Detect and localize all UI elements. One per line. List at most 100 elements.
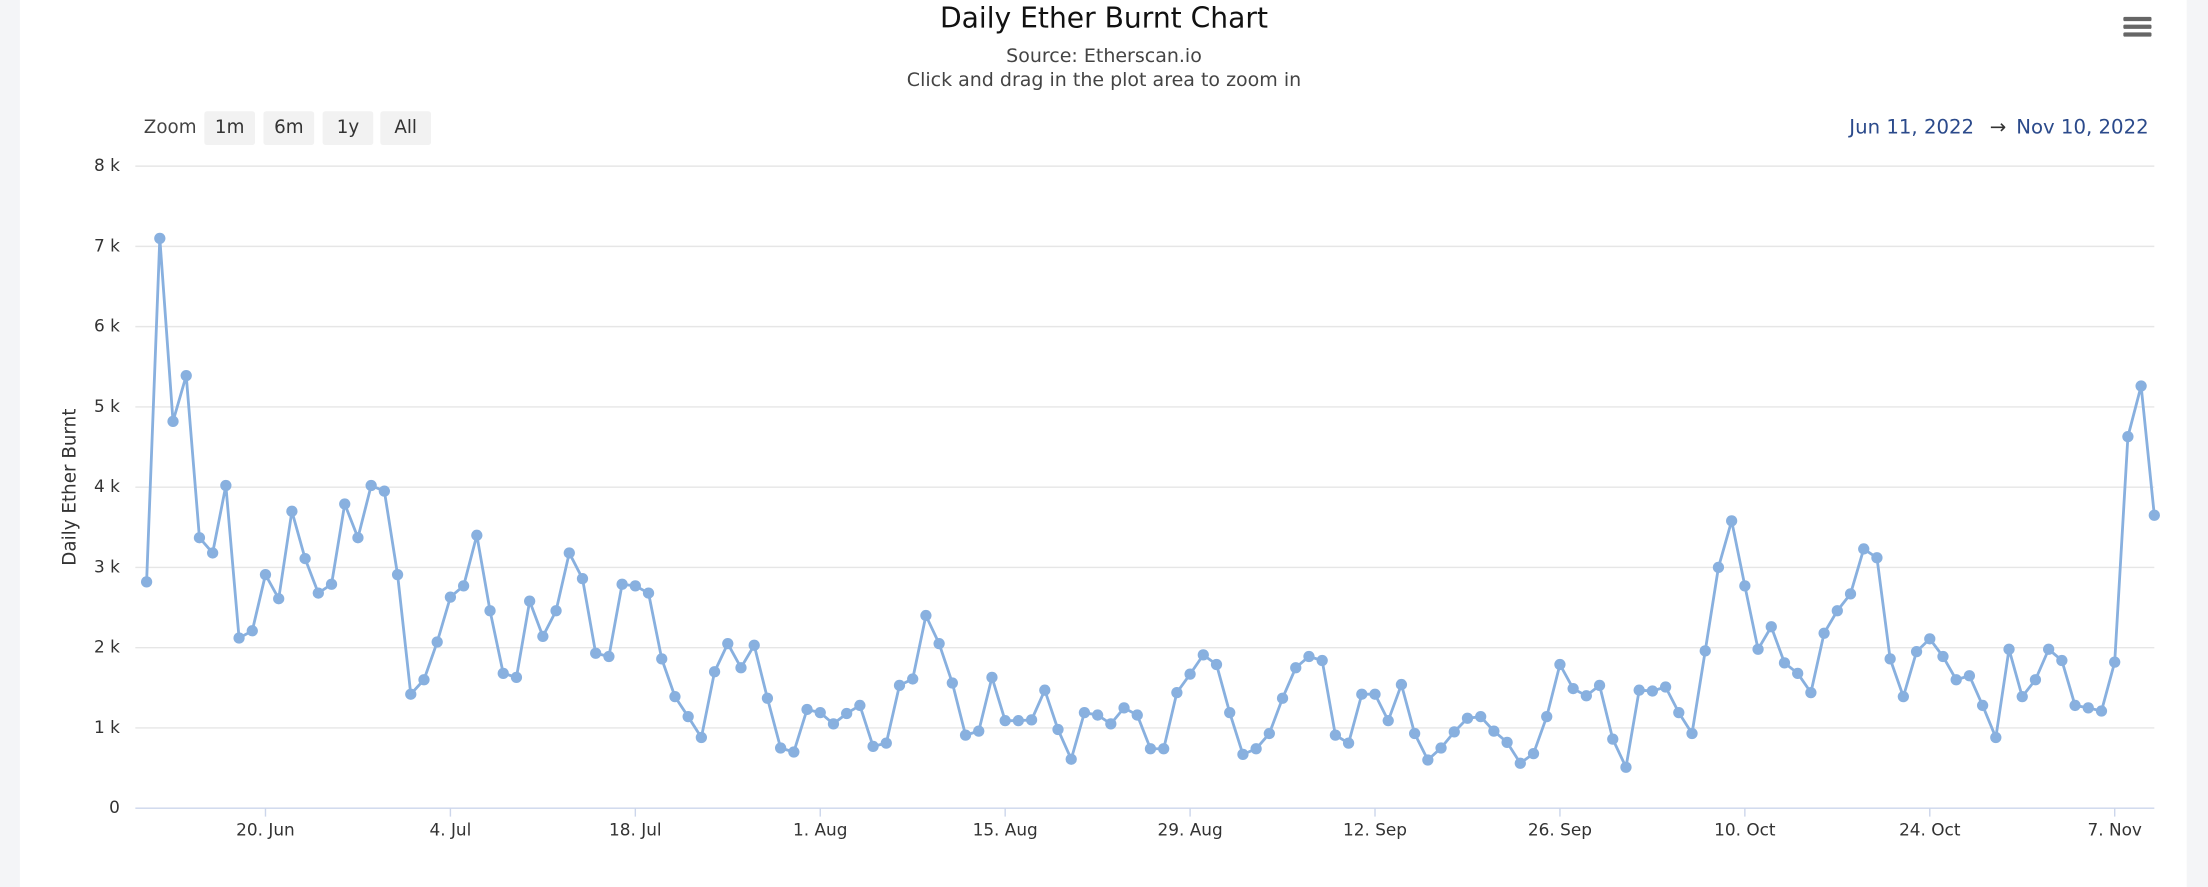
data-point bbox=[154, 232, 166, 244]
data-point bbox=[1990, 731, 2002, 744]
data-point bbox=[2003, 643, 2015, 655]
range-to: Nov 10, 2022 bbox=[2016, 116, 2148, 139]
data-point bbox=[1329, 729, 1342, 741]
zoom-button[interactable]: 1m bbox=[204, 111, 256, 146]
data-point bbox=[378, 485, 390, 497]
data-point bbox=[1778, 657, 1791, 669]
data-point bbox=[352, 532, 364, 544]
data-point bbox=[999, 715, 1011, 727]
data-point bbox=[1910, 646, 1923, 658]
data-point bbox=[1765, 621, 1777, 633]
chart-card bbox=[19, 0, 2187, 887]
data-point bbox=[444, 591, 457, 603]
data-point bbox=[180, 369, 192, 382]
data-point bbox=[1382, 715, 1394, 727]
zoom-button-label: 1y bbox=[337, 117, 360, 138]
data-point bbox=[1871, 552, 1883, 564]
range-from: Jun 11, 2022 bbox=[1847, 116, 1974, 139]
data-point bbox=[986, 671, 998, 683]
data-point bbox=[1250, 743, 1262, 755]
data-point bbox=[1976, 699, 1989, 712]
zoom-button-bg bbox=[204, 111, 256, 146]
data-point bbox=[642, 587, 655, 599]
data-point bbox=[1052, 723, 1064, 736]
menu-button[interactable] bbox=[2121, 14, 2153, 40]
data-point bbox=[682, 711, 694, 723]
data-point bbox=[550, 605, 562, 617]
data-point bbox=[1118, 702, 1130, 714]
zoom-button[interactable]: All bbox=[380, 111, 432, 146]
data-point bbox=[722, 638, 734, 650]
data-point bbox=[563, 547, 575, 559]
data-point bbox=[1739, 580, 1751, 592]
data-point bbox=[669, 690, 681, 703]
data-point bbox=[1712, 561, 1725, 574]
range-separator: → bbox=[1990, 116, 2007, 139]
data-point bbox=[695, 731, 707, 744]
data-point bbox=[537, 630, 549, 643]
data-point bbox=[761, 692, 774, 704]
data-point bbox=[1237, 748, 1249, 761]
data-point bbox=[405, 688, 417, 700]
data-point bbox=[2029, 674, 2042, 686]
data-point bbox=[1818, 627, 1830, 639]
data-point bbox=[2095, 705, 2108, 717]
x-tick-label: 29. Aug bbox=[1158, 820, 1223, 840]
data-point bbox=[1897, 690, 1909, 703]
data-point bbox=[418, 674, 430, 686]
data-point bbox=[325, 578, 338, 590]
x-tick-label: 15. Aug bbox=[973, 820, 1038, 840]
data-point bbox=[1475, 711, 1487, 723]
data-point bbox=[814, 707, 826, 719]
data-point bbox=[748, 639, 760, 651]
y-tick-label: 3 k bbox=[94, 556, 120, 576]
x-tick-label: 26. Sep bbox=[1528, 820, 1592, 840]
data-point bbox=[880, 737, 892, 749]
data-point bbox=[233, 632, 245, 644]
data-point bbox=[1290, 662, 1302, 674]
data-point bbox=[629, 580, 641, 592]
data-point bbox=[1805, 686, 1817, 699]
data-point bbox=[1435, 742, 1447, 754]
data-point bbox=[1659, 681, 1672, 693]
data-point bbox=[2069, 699, 2081, 712]
y-tick-label: 0 bbox=[109, 797, 120, 817]
x-tick-label: 10. Oct bbox=[1714, 820, 1776, 840]
data-point bbox=[2082, 702, 2094, 714]
data-point bbox=[1646, 685, 1659, 697]
data-point bbox=[1593, 679, 1606, 692]
data-point bbox=[2056, 654, 2068, 667]
zoom-button-label: All bbox=[394, 117, 417, 138]
data-point bbox=[431, 636, 443, 648]
zoom-button-bg bbox=[322, 111, 374, 146]
data-point bbox=[1620, 761, 1632, 773]
data-point bbox=[1448, 726, 1460, 738]
data-point bbox=[1356, 688, 1368, 700]
data-point bbox=[1342, 737, 1355, 749]
data-point bbox=[801, 703, 813, 716]
chart-caption: Click and drag in the plot area to zoom … bbox=[907, 69, 1301, 91]
data-point bbox=[1673, 707, 1685, 719]
data-point bbox=[471, 529, 483, 541]
data-point bbox=[1039, 684, 1051, 696]
data-point bbox=[339, 498, 351, 510]
zoom-button[interactable]: 6m bbox=[263, 111, 315, 146]
data-point bbox=[1224, 707, 1236, 719]
data-point bbox=[1501, 736, 1513, 748]
y-tick-label: 7 k bbox=[94, 235, 120, 255]
data-point bbox=[1422, 754, 1434, 766]
zoom-label: Zoom bbox=[144, 117, 197, 138]
zoom-button[interactable]: 1y bbox=[322, 111, 374, 146]
data-point bbox=[907, 673, 919, 685]
data-point bbox=[286, 505, 298, 517]
x-tick-label: 24. Oct bbox=[1899, 820, 1961, 840]
data-point bbox=[2122, 430, 2134, 443]
data-point bbox=[1937, 650, 1949, 663]
data-point bbox=[1699, 645, 1711, 657]
data-point bbox=[1831, 605, 1843, 617]
data-point bbox=[1726, 515, 1738, 527]
data-point bbox=[2109, 656, 2121, 668]
data-point bbox=[1303, 650, 1315, 663]
x-tick-label: 20. Jun bbox=[236, 820, 295, 840]
data-point bbox=[576, 573, 589, 585]
